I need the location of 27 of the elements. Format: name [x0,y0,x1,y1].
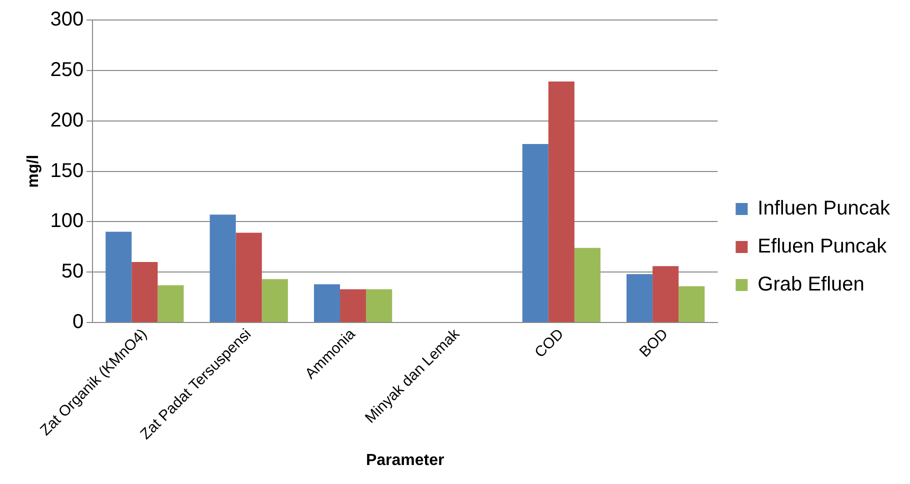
bar [236,232,262,322]
y-tick-label: 200 [50,109,84,132]
bar [652,266,679,322]
y-tick-label: 50 [61,260,84,283]
x-axis-title: Parameter [366,452,444,469]
legend-label: Grab Efluen [758,274,864,296]
y-tick-label: 0 [72,311,84,334]
bar [314,284,340,322]
y-tick-label: 250 [50,58,84,81]
bar [522,144,548,322]
bar [340,289,366,322]
bar [366,289,392,322]
bar [626,274,653,322]
y-tick-label: 300 [50,8,84,31]
bar [574,248,600,322]
bar [210,214,236,322]
bar [158,285,184,322]
bar [678,286,705,322]
legend-label: Influen Puncak [758,198,891,220]
bar [548,82,574,322]
y-tick-label: 100 [50,210,84,232]
y-tick-label: 150 [50,160,84,182]
bar [106,232,132,322]
y-axis-title: mg/l [25,154,42,188]
legend-label: Efluen Puncak [758,236,888,258]
bar [132,262,158,322]
bar [262,279,288,322]
